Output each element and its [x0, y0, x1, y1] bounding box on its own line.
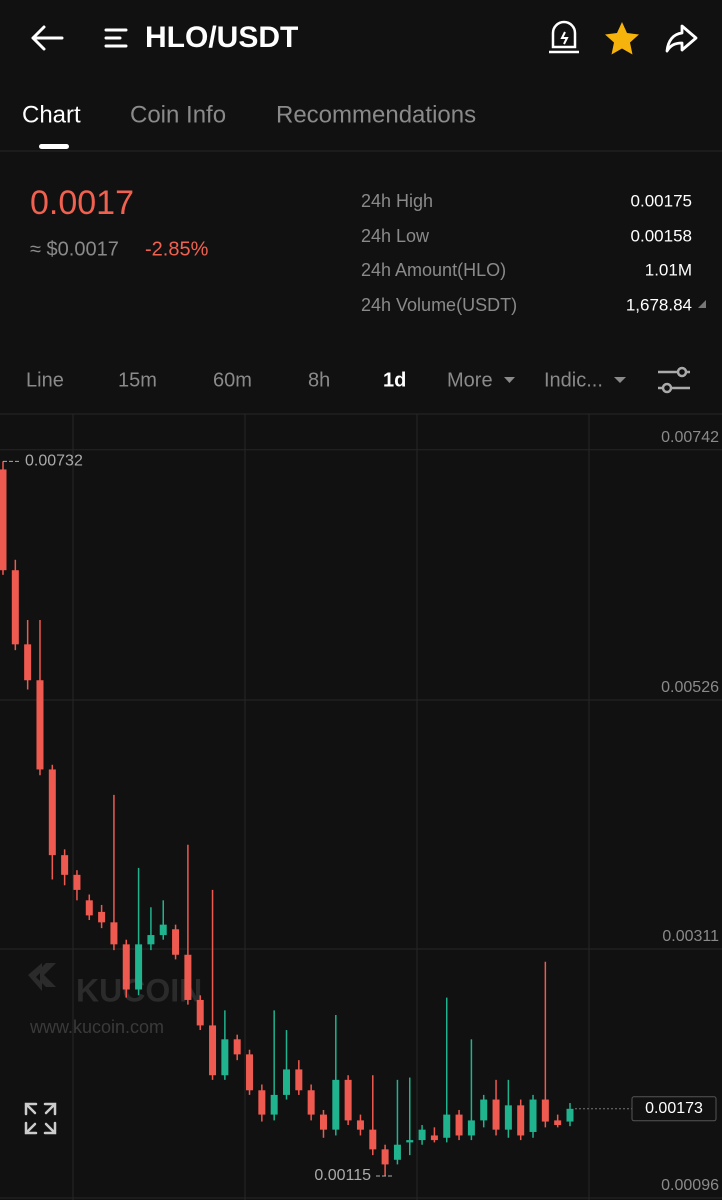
candle-body: [492, 1099, 500, 1130]
tab[interactable]: Coin Info: [130, 101, 226, 128]
pair-title: HLO/USDT: [145, 21, 298, 54]
candle-body: [517, 1105, 525, 1136]
alert-button[interactable]: [549, 20, 579, 54]
candle-body: [135, 944, 143, 990]
candle-body: [48, 769, 56, 856]
stat-value: 0.00158: [631, 226, 692, 245]
candle-body: [430, 1135, 438, 1141]
candle-body: [393, 1144, 401, 1160]
usd-price: ≈ $0.0017: [30, 238, 119, 260]
price-change: -2.85%: [145, 238, 209, 260]
candle-body: [283, 1069, 290, 1095]
dropdown-arrow: [504, 377, 515, 383]
candle-body: [541, 1099, 549, 1122]
candle-body: [418, 1129, 426, 1141]
tab[interactable]: Chart: [22, 101, 81, 128]
candle-body: [172, 929, 180, 955]
tab-indicator: [39, 144, 69, 149]
dropdown-arrow: [614, 377, 626, 383]
menu-button[interactable]: [104, 28, 128, 48]
candle-body: [221, 1039, 229, 1076]
candle-body: [406, 1140, 414, 1143]
candle-body: [356, 1120, 364, 1130]
candle-body: [529, 1099, 537, 1132]
stat-value: 1.01M: [645, 260, 692, 279]
favorite-button[interactable]: [605, 22, 639, 55]
candle-body: [504, 1105, 512, 1130]
last-price-box: [631, 1096, 717, 1122]
fullscreen-button[interactable]: [24, 1102, 57, 1135]
last-price: 0.0017: [30, 184, 134, 222]
candle-body: [233, 1039, 241, 1055]
stat-label: 24h Low: [361, 226, 430, 246]
back-button[interactable]: [31, 25, 64, 51]
interval[interactable]: Indic...: [544, 369, 603, 391]
candle-body: [455, 1114, 463, 1136]
candle-body: [554, 1120, 562, 1126]
candle-body: [73, 874, 81, 890]
settings-button[interactable]: [658, 366, 690, 394]
candle-body: [246, 1054, 254, 1091]
candle-body: [566, 1108, 574, 1122]
share-button[interactable]: [665, 24, 698, 53]
candle-body: [147, 935, 155, 945]
candle-body: [110, 922, 118, 945]
candle-body: [344, 1079, 352, 1121]
y-tick-label: 0.00742: [661, 429, 719, 446]
y-tick-label: 0.00526: [661, 679, 719, 696]
stat-label: 24h Amount(HLO): [361, 260, 506, 280]
candle-body: [24, 644, 32, 681]
stat-label: 24h High: [361, 191, 433, 211]
candle-body: [122, 944, 130, 990]
max-label: 0.00732: [25, 453, 83, 470]
candle-body: [61, 855, 69, 875]
stat-value: 1,678.84: [626, 295, 692, 314]
candle-body: [0, 469, 7, 571]
last-price-label: 0.00173: [645, 1100, 703, 1117]
candle-body: [11, 570, 19, 645]
candle-body: [381, 1149, 389, 1165]
candle-body: [307, 1090, 315, 1115]
interval[interactable]: 60m: [213, 369, 252, 391]
candle-body: [480, 1099, 488, 1121]
min-label: 0.00115: [314, 1167, 371, 1184]
candle-body: [258, 1090, 266, 1115]
candle-body: [159, 924, 167, 936]
interval[interactable]: 15m: [118, 369, 157, 391]
stat-value: 0.00175: [631, 191, 692, 210]
candle-body: [98, 911, 106, 923]
candle-body: [443, 1114, 451, 1138]
candle-body: [209, 1025, 217, 1076]
time-grid: [72, 414, 590, 1200]
candle-body: [85, 900, 93, 916]
candle-body: [467, 1120, 475, 1136]
y-tick-label: 0.00311: [662, 928, 719, 945]
interval[interactable]: Line: [26, 369, 64, 391]
candle-body: [369, 1129, 377, 1150]
stat-label: 24h Volume(USDT): [361, 295, 517, 315]
candle-body: [295, 1069, 303, 1091]
y-tick-label: 0.00096: [661, 1177, 719, 1194]
candle-body: [332, 1079, 340, 1130]
tab[interactable]: Recommendations: [276, 101, 476, 128]
candle-body: [196, 999, 204, 1026]
candle-body: [184, 954, 192, 1000]
watermark-url: www.kucoin.com: [29, 1017, 164, 1037]
expand-triangle[interactable]: [698, 300, 706, 308]
interval[interactable]: 1d: [383, 369, 406, 391]
candle-body: [270, 1094, 278, 1115]
candle-body: [319, 1114, 327, 1130]
interval[interactable]: More: [447, 369, 493, 391]
watermark-logo: [28, 963, 56, 991]
interval[interactable]: 8h: [308, 369, 330, 391]
candle-body: [36, 680, 44, 770]
